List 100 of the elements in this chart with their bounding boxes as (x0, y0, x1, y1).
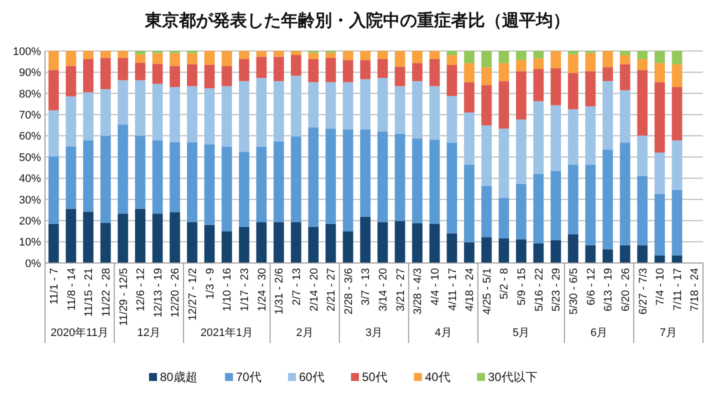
bar (238, 226, 250, 263)
bar (326, 224, 336, 263)
bar (290, 55, 302, 76)
x-tick-label: 11/29 - 12/5 (118, 268, 130, 326)
bar (186, 222, 198, 263)
bar (66, 66, 76, 96)
y-tick-label: 40% (18, 173, 42, 186)
bar (446, 142, 458, 234)
bar (464, 242, 474, 263)
bar (568, 234, 578, 263)
x-tick-label: 7/4 - 10 (654, 268, 667, 306)
bar (446, 64, 458, 96)
x-tick-label: 7/11 - 17 (672, 268, 684, 311)
x-tick-label: 11/15 - 21 (83, 268, 96, 317)
bar (377, 132, 388, 222)
bar (342, 129, 354, 232)
bar (481, 67, 492, 86)
x-tick-label: 6/6 - 12 (585, 268, 598, 306)
bar (533, 69, 544, 102)
bar (135, 80, 146, 136)
bar (326, 52, 336, 58)
bar (620, 51, 630, 56)
bar (326, 58, 336, 82)
x-tick-label: 5/23 - 29 (550, 268, 563, 312)
x-tick-label: 5/9 - 15 (516, 268, 528, 306)
bar (170, 212, 180, 263)
bar (274, 142, 284, 222)
x-tick-label: 12/13 - 19 (152, 268, 164, 318)
y-tick-label: 50% (18, 152, 42, 164)
x-tick-label: 4/11 - 17 (446, 268, 459, 311)
bar (118, 214, 128, 263)
bar (186, 53, 198, 64)
bar (498, 51, 510, 64)
bar (394, 51, 406, 67)
bar (533, 51, 544, 58)
text: 2月 (296, 327, 314, 339)
bar (274, 222, 284, 263)
x-tick-label: 4/25 - 5/1 (481, 268, 494, 314)
bar (238, 51, 250, 60)
bar (533, 58, 544, 70)
bar (620, 245, 630, 263)
bar (66, 96, 76, 146)
bar (377, 78, 388, 132)
bar (135, 208, 146, 263)
bar (429, 51, 440, 60)
bar (256, 78, 267, 147)
x-tick-label: 6/20 - 26 (620, 268, 632, 312)
bar (568, 73, 578, 110)
legend-label: 70代 (236, 370, 262, 384)
bar (654, 82, 665, 153)
legend-label: 30代以下 (488, 370, 538, 384)
bar (308, 82, 319, 128)
bar (602, 67, 613, 82)
y-tick-label: 20% (18, 215, 42, 228)
bar (170, 87, 180, 142)
bar (360, 216, 371, 263)
bar (100, 89, 111, 136)
text: 3月 (365, 327, 383, 339)
text: 2020年11月 (50, 327, 109, 339)
x-tick-label: 6/27 - 7/3 (637, 268, 650, 314)
bar (620, 55, 630, 64)
bar (654, 255, 665, 263)
bar (83, 212, 94, 263)
bar (654, 63, 665, 82)
bar (48, 51, 59, 70)
y-tick-label: 90% (18, 67, 42, 80)
bar (429, 140, 440, 224)
bar (204, 51, 215, 65)
bar (568, 109, 578, 165)
bar (585, 71, 596, 106)
text: 2021年1月 (200, 327, 254, 339)
bar (238, 81, 250, 152)
bar (186, 142, 198, 222)
bar (412, 138, 422, 224)
bar (290, 222, 302, 263)
bar (394, 86, 406, 134)
bar (152, 53, 163, 64)
bar (83, 140, 94, 212)
bar (568, 54, 578, 74)
x-tick-label: 1/17 - 23 (238, 268, 251, 312)
bar (308, 52, 319, 60)
bar (394, 66, 406, 86)
bar (222, 231, 232, 263)
text: 12月 (137, 327, 161, 339)
bar (238, 59, 250, 82)
bar (326, 128, 336, 224)
x-tick-label: 3/28 - 4/3 (412, 268, 424, 314)
bar (274, 56, 284, 82)
bar (672, 190, 682, 256)
bar (637, 51, 648, 60)
bar (602, 150, 613, 250)
bar (118, 124, 128, 214)
bar (222, 66, 232, 86)
bar (550, 170, 562, 240)
bar (516, 71, 526, 120)
bar (204, 88, 215, 144)
bar (377, 51, 388, 60)
bar (672, 64, 682, 88)
bar (290, 136, 302, 222)
x-tick-label: 1/3 - 9 (204, 268, 216, 300)
